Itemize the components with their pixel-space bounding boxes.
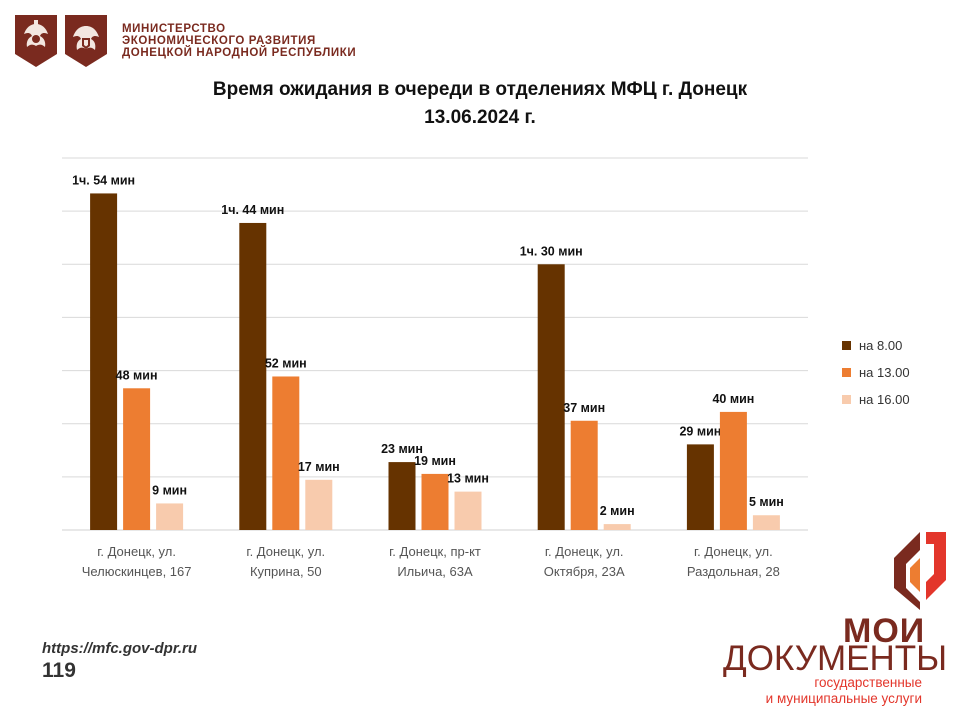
bar [570, 420, 598, 530]
data-label: 48 мин [116, 368, 158, 382]
legend-item: на 13.00 [842, 359, 910, 386]
legend-item: на 8.00 [842, 332, 910, 359]
bar [156, 503, 184, 530]
brand-subtitle-line: и муниципальные услуги [765, 691, 922, 706]
dpr-coat-of-arms-icon [65, 15, 107, 67]
legend-label: на 8.00 [859, 338, 903, 353]
chart-subtitle: 13.06.2024 г. [424, 107, 536, 128]
category-label: г. Донецк, ул. [97, 544, 176, 559]
legend-swatch-8 [842, 341, 851, 350]
data-label: 5 мин [749, 495, 784, 509]
bar [388, 462, 416, 530]
bar [305, 479, 333, 530]
chart-title: Время ожидания в очереди в отделениях МФ… [212, 79, 748, 100]
data-label: 17 мин [298, 460, 340, 474]
data-label: 29 мин [679, 424, 721, 438]
brand-subtitle: государственные и муниципальные услуги [766, 675, 922, 707]
ministry-name: МИНИСТЕРСТВО ЭКОНОМИЧЕСКОГО РАЗВИТИЯ ДОН… [122, 23, 356, 59]
bar [752, 515, 780, 530]
brand-subtitle-line: государственные [814, 675, 922, 690]
category-label: г. Донецк, ул. [545, 544, 624, 559]
website-link[interactable]: https://mfc.gov-dpr.ru [42, 640, 197, 657]
bar [90, 193, 118, 530]
legend-label: на 16.00 [859, 392, 910, 407]
page-number: 119 [42, 659, 76, 682]
moi-dokumenty-brand: МОИ ДОКУМЕНТЫ государственные и муниципа… [700, 528, 950, 714]
data-label: 52 мин [265, 356, 307, 370]
header: МИНИСТЕРСТВО ЭКОНОМИЧЕСКОГО РАЗВИТИЯ ДОН… [14, 14, 356, 68]
data-label: 40 мин [712, 392, 754, 406]
category-label: Раздольная, 28 [687, 564, 780, 579]
category-label: г. Донецк, ул. [246, 544, 325, 559]
bar [686, 444, 714, 530]
brand-title-dokumenty: ДОКУМЕНТЫ [723, 639, 948, 678]
data-label: 23 мин [381, 442, 423, 456]
category-label: Октября, 23А [544, 564, 625, 579]
data-label: 37 мин [563, 401, 605, 415]
data-label: 2 мин [600, 504, 635, 518]
bar [239, 222, 267, 530]
ministry-line: ДОНЕЦКОЙ НАРОДНОЙ РЕСПУБЛИКИ [122, 47, 357, 59]
data-label: 9 мин [152, 483, 187, 497]
moi-dokumenty-logo-icon [894, 532, 946, 610]
category-label: Ильича, 63А [397, 564, 473, 579]
legend-swatch-16 [842, 395, 851, 404]
legend-label: на 13.00 [859, 365, 910, 380]
bar [603, 524, 631, 530]
data-label: 13 мин [447, 472, 489, 486]
data-label: 1ч. 44 мин [221, 203, 284, 217]
bar [272, 376, 300, 530]
category-label: г. Донецк, ул. [694, 544, 773, 559]
ministry-line: МИНИСТЕРСТВО [122, 23, 226, 35]
bar [454, 491, 482, 530]
data-label: 1ч. 30 мин [520, 244, 583, 258]
brand-title-moi: МОИ [843, 612, 926, 650]
category-label: г. Донецк, пр-кт [389, 544, 481, 559]
bar [537, 264, 565, 530]
chart-title-block: Время ожидания в очереди в отделениях МФ… [60, 76, 900, 132]
category-label: Челюскинцев, 167 [82, 564, 192, 579]
chart-legend: на 8.00 на 13.00 на 16.00 [842, 332, 910, 413]
legend-item: на 16.00 [842, 386, 910, 413]
ministry-line: ЭКОНОМИЧЕСКОГО РАЗВИТИЯ [122, 35, 316, 47]
legend-swatch-13 [842, 368, 851, 377]
category-label: Куприна, 50 [250, 564, 322, 579]
data-label: 1ч. 54 мин [72, 173, 135, 187]
bar [421, 473, 449, 530]
russia-coat-of-arms-icon [15, 15, 57, 67]
bar [123, 388, 151, 530]
bar [719, 411, 747, 530]
data-label: 19 мин [414, 454, 456, 468]
